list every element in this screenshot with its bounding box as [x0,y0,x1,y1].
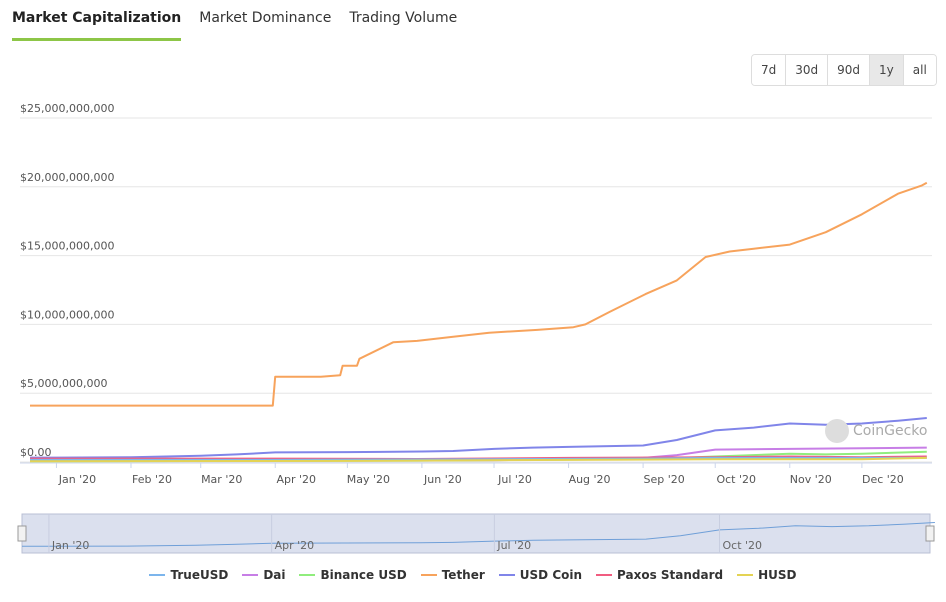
legend-swatch [498,574,515,576]
tab-market-capitalization[interactable]: Market Capitalization [12,0,182,41]
y-tick-label: $15,000,000,000 [20,240,114,253]
tab-trading-volume[interactable]: Trading Volume [349,10,458,26]
legend-label: TrueUSD [170,568,229,582]
range-7d-button[interactable]: 7d [752,55,787,85]
legend-swatch [596,574,613,576]
coingecko-logo-icon [825,419,849,443]
legend-label: HUSD [758,568,797,582]
legend-swatch [420,574,437,576]
y-tick-label: $25,000,000,000 [20,102,114,115]
legend-swatch [149,574,166,576]
chart-legend: TrueUSD Dai Binance USD Tether USD Coin Paxos… [0,568,946,582]
x-tick-label: May '20 [347,473,390,486]
x-tick-label: Aug '20 [569,473,611,486]
y-tick-label: $0.00 [20,446,52,459]
watermark-text: CoinGecko [853,423,928,439]
navigator-tick-label: Jan '20 [51,539,89,552]
navigator-tick-label: Oct '20 [723,539,763,552]
range-1y-button[interactable]: 1y [870,55,904,85]
series-line-tether [30,181,928,407]
chart-tabs: Market Capitalization Market Dominance T… [12,0,475,41]
legend-swatch [242,574,259,576]
legend-label: Tether [441,568,485,582]
navigator-tick-label: Apr '20 [275,539,315,552]
x-tick-label: Dec '20 [862,473,904,486]
range-30d-button[interactable]: 30d [786,55,829,85]
legend-label: USD Coin [519,568,583,582]
legend-item-tether[interactable]: Tether [420,568,485,582]
y-tick-label: $20,000,000,000 [20,171,114,184]
x-tick-label: Mar '20 [201,473,242,486]
legend-item-usd-coin[interactable]: USD Coin [498,568,583,582]
x-tick-label: Jul '20 [497,473,532,486]
tab-market-dominance[interactable]: Market Dominance [199,10,332,26]
x-tick-label: Sep '20 [643,473,684,486]
navigator-mask [21,513,931,554]
y-tick-label: $5,000,000,000 [20,377,107,390]
legend-item-binance-usd[interactable]: Binance USD [299,568,407,582]
x-tick-label: Feb '20 [132,473,172,486]
navigator-right-handle[interactable] [925,525,935,542]
legend-item-dai[interactable]: Dai [242,568,285,582]
legend-swatch [737,574,754,576]
x-tick-label: Nov '20 [790,473,832,486]
x-tick-label: Apr '20 [276,473,316,486]
series-line-usd-coin [30,417,927,459]
legend-label: Dai [263,568,286,582]
legend-item-husd[interactable]: HUSD [737,568,797,582]
range-90d-button[interactable]: 90d [828,55,871,85]
range-selector: 7d 30d 90d 1y all [751,54,937,86]
legend-item-paxos-standard[interactable]: Paxos Standard [596,568,723,582]
x-tick-label: Jun '20 [423,473,462,486]
y-tick-label: $10,000,000,000 [20,308,114,321]
range-all-button[interactable]: all [903,55,936,85]
navigator-tick-label: Jul '20 [496,539,531,552]
series-line-husd [29,456,927,463]
legend-label: Binance USD [320,568,407,582]
legend-label: Paxos Standard [617,568,724,582]
x-tick-label: Jan '20 [58,473,96,486]
legend-item-trueusd[interactable]: TrueUSD [149,568,228,582]
coingecko-watermark: CoinGecko [825,419,927,443]
navigator-left-handle[interactable] [17,525,27,542]
legend-swatch [299,574,316,576]
navigator-series [22,522,935,547]
x-tick-label: Oct '20 [716,473,756,486]
